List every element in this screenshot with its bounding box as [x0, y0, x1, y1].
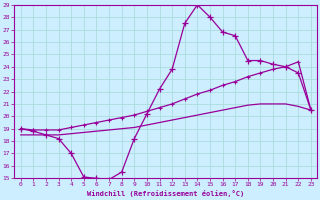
- X-axis label: Windchill (Refroidissement éolien,°C): Windchill (Refroidissement éolien,°C): [87, 190, 244, 197]
